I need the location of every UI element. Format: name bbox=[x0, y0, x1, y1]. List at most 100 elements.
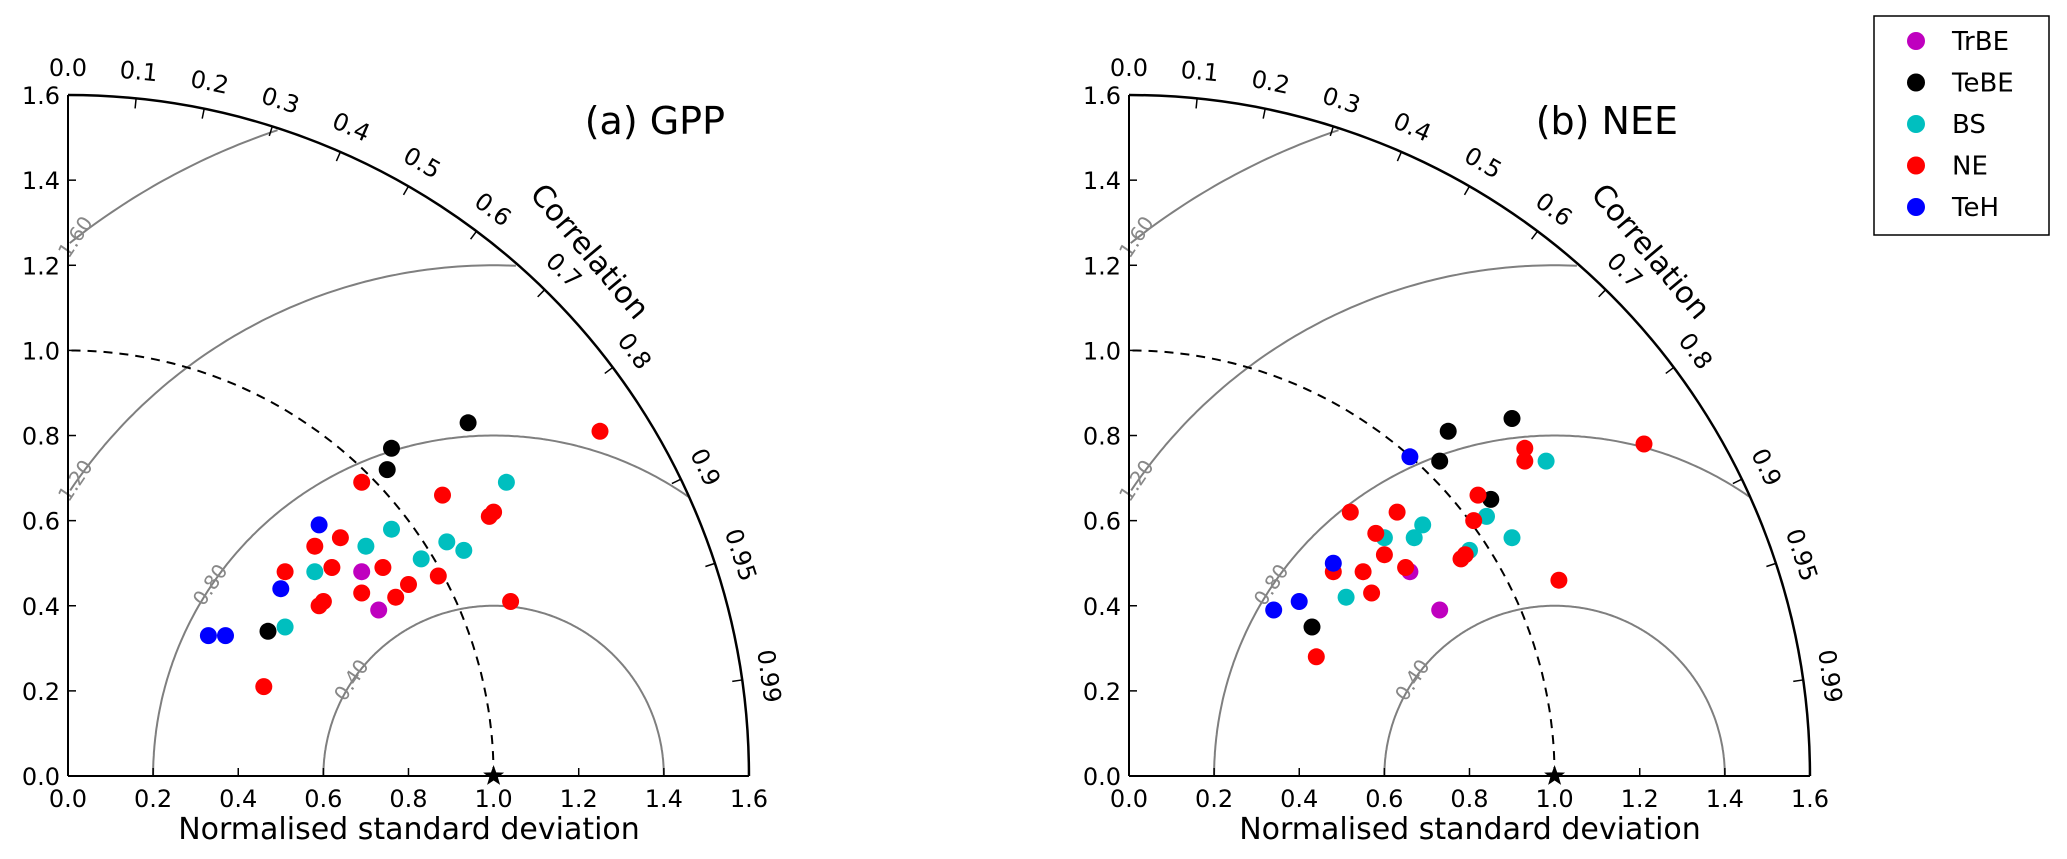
legend-label: NE bbox=[1952, 152, 1988, 182]
point-tebe bbox=[1303, 618, 1321, 636]
point-tebe bbox=[1503, 410, 1521, 427]
correlation-tick-label: 0.6 bbox=[469, 187, 516, 232]
y-tick-label: 0.6 bbox=[1083, 508, 1121, 536]
point-ne bbox=[1397, 559, 1415, 576]
x-tick-label: 1.2 bbox=[1621, 785, 1659, 813]
y-tick-label: 1.4 bbox=[22, 167, 60, 195]
point-bs bbox=[438, 533, 456, 551]
x-tick-label: 1.2 bbox=[560, 785, 598, 813]
point-ne bbox=[1367, 524, 1385, 542]
point-ne bbox=[331, 529, 349, 547]
correlation-label: Correlation bbox=[523, 177, 656, 326]
point-bs bbox=[1337, 588, 1355, 606]
correlation-tick-label: 0.0 bbox=[49, 54, 87, 82]
point-trbe bbox=[370, 601, 388, 619]
correlation-tick-mark bbox=[1396, 151, 1403, 162]
correlation-tick-label: 0.0 bbox=[1110, 54, 1148, 82]
correlation-tick-label: 0.5 bbox=[398, 141, 445, 184]
x-tick-label: 1.0 bbox=[475, 785, 513, 813]
correlation-tick-mark bbox=[1665, 366, 1675, 375]
y-tick-label: 0.0 bbox=[22, 763, 60, 791]
x-axis-label: Normalised standard deviation bbox=[178, 812, 640, 847]
point-ne bbox=[485, 503, 503, 521]
legend: TrBE TeBE BS NE TeH bbox=[1873, 15, 2050, 236]
point-ne bbox=[306, 537, 324, 555]
x-tick-label: 0.4 bbox=[219, 785, 257, 813]
correlation-tick-label: 0.8 bbox=[612, 328, 657, 375]
correlation-tick-mark bbox=[604, 366, 614, 375]
point-tebe bbox=[1439, 422, 1457, 440]
reference-star bbox=[483, 765, 505, 785]
x-tick-label: 1.0 bbox=[1536, 785, 1574, 813]
outer-correlation-arc bbox=[67, 93, 751, 777]
point-ne bbox=[1469, 486, 1487, 504]
point-teh bbox=[199, 627, 217, 645]
point-bs bbox=[276, 618, 294, 636]
y-tick-label: 0.4 bbox=[22, 593, 60, 621]
legend-marker-tebe bbox=[1907, 73, 1925, 92]
x-tick-label: 0.8 bbox=[1450, 785, 1488, 813]
correlation-tick-label: 0.8 bbox=[1673, 328, 1718, 375]
x-tick-label: 0.6 bbox=[304, 785, 342, 813]
point-ne bbox=[323, 559, 341, 576]
point-tebe bbox=[378, 461, 396, 479]
point-ne bbox=[1456, 546, 1474, 564]
point-teh bbox=[1290, 593, 1308, 610]
legend-label: BS bbox=[1952, 110, 1986, 140]
y-tick-label: 0.2 bbox=[1083, 678, 1121, 706]
point-ne bbox=[1550, 571, 1568, 589]
correlation-tick-mark bbox=[1598, 289, 1607, 298]
correlation-tick-label: 0.4 bbox=[328, 107, 374, 148]
correlation-tick-mark bbox=[402, 185, 410, 196]
outer-correlation-arc bbox=[1128, 93, 1812, 777]
correlation-tick-mark bbox=[335, 151, 342, 162]
point-ne bbox=[502, 593, 520, 610]
point-teh bbox=[217, 627, 234, 645]
legend-box bbox=[1873, 15, 2050, 236]
correlation-tick-mark bbox=[671, 478, 682, 485]
legend-marker-teh bbox=[1907, 198, 1925, 216]
legend-label: TeH bbox=[1951, 193, 1999, 223]
point-ne bbox=[276, 563, 294, 581]
point-ne bbox=[1635, 435, 1653, 453]
point-bs bbox=[357, 537, 375, 555]
point-bs bbox=[383, 520, 400, 538]
correlation-tick-label: 0.6 bbox=[1530, 187, 1577, 232]
point-trbe bbox=[1431, 601, 1449, 619]
x-tick-label: 1.6 bbox=[1791, 785, 1829, 813]
point-ne bbox=[1354, 563, 1372, 581]
point-bs bbox=[455, 541, 473, 559]
point-teh bbox=[310, 516, 328, 534]
point-ne bbox=[1465, 512, 1483, 530]
rms-contour bbox=[152, 434, 690, 776]
point-bs bbox=[1503, 529, 1521, 547]
y-tick-label: 0.8 bbox=[22, 423, 60, 451]
correlation-tick-label: 0.2 bbox=[188, 65, 231, 100]
correlation-tick-mark bbox=[1463, 185, 1471, 196]
correlation-tick-mark bbox=[1732, 478, 1743, 485]
correlation-tick-label: 0.9 bbox=[1745, 444, 1787, 491]
x-tick-label: 1.4 bbox=[1706, 785, 1744, 813]
x-tick-label: 1.6 bbox=[730, 785, 768, 813]
point-bs bbox=[1414, 516, 1432, 534]
correlation-tick-label: 0.3 bbox=[258, 82, 303, 120]
y-tick-label: 1.2 bbox=[1083, 252, 1121, 280]
x-tick-label: 0.0 bbox=[49, 785, 87, 813]
correlation-label: Correlation bbox=[1584, 177, 1717, 326]
correlation-tick-mark bbox=[1195, 98, 1198, 109]
point-ne bbox=[434, 486, 451, 504]
correlation-tick-label: 0.99 bbox=[1812, 648, 1847, 705]
point-ne bbox=[429, 567, 447, 585]
panel-title: (b) NEE bbox=[1536, 99, 1678, 143]
point-ne bbox=[1516, 452, 1534, 470]
legend-marker-bs bbox=[1907, 115, 1925, 133]
point-ne bbox=[353, 584, 371, 602]
point-ne bbox=[353, 473, 371, 491]
y-tick-label: 1.0 bbox=[1083, 337, 1121, 365]
correlation-tick-mark bbox=[1793, 679, 1804, 683]
point-bs bbox=[306, 563, 324, 581]
legend-label: TeBE bbox=[1951, 69, 2014, 99]
point-bs bbox=[1537, 452, 1555, 470]
point-ne bbox=[400, 576, 417, 593]
